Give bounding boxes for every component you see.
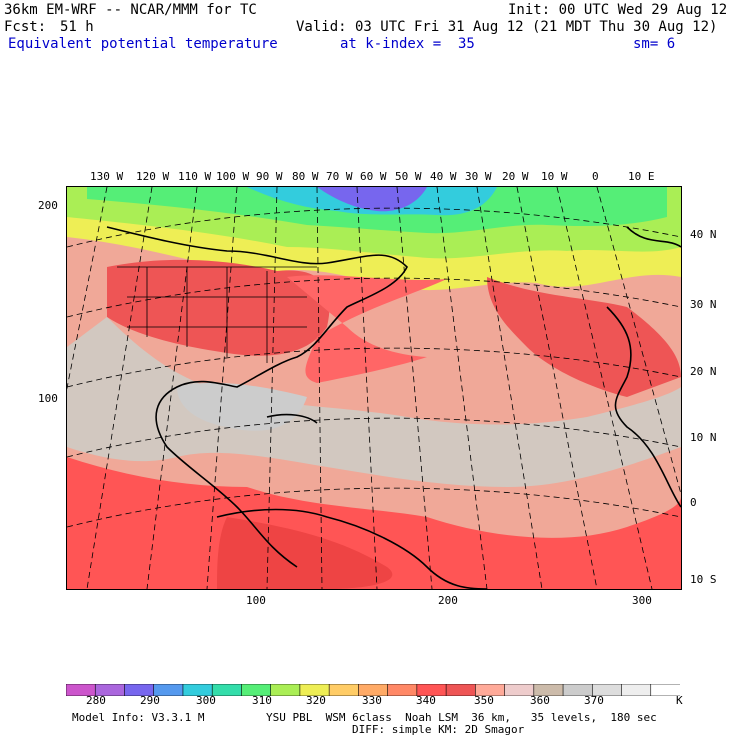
lon-label: 70 W — [326, 170, 353, 183]
coastline-europe — [626, 226, 681, 248]
lat-label: 20 N — [690, 365, 717, 378]
colorbar-tick: 300 — [196, 694, 216, 707]
colorbar-swatch — [621, 683, 652, 697]
colorbar-tick: 320 — [306, 694, 326, 707]
colorbar-swatch — [445, 683, 477, 697]
field-band-red-na — [107, 259, 330, 356]
colorbar-unit: K — [676, 694, 683, 707]
lon-label: 0 — [592, 170, 599, 183]
coastline-africa — [606, 306, 681, 508]
lon-label: 10 W — [541, 170, 568, 183]
grid-lon — [556, 187, 653, 589]
borders — [117, 266, 317, 363]
level-index: at k-index = 35 — [340, 36, 475, 52]
grid-lon — [396, 187, 433, 589]
lon-label: 80 W — [292, 170, 319, 183]
colorbar-tick: 310 — [252, 694, 272, 707]
field-gulf — [177, 382, 307, 431]
coastline-sa — [216, 508, 488, 589]
field-name: Equivalent potential temperature — [8, 36, 278, 52]
field-band-grey — [67, 317, 681, 487]
grid-lat — [67, 207, 681, 248]
colorbar-swatch — [387, 683, 418, 697]
valid-time: Valid: 03 UTC Fri 31 Aug 12 (21 MDT Thu … — [296, 19, 718, 35]
colorbar — [65, 681, 681, 697]
grid-x-label: 100 — [246, 594, 266, 607]
grid-lon — [316, 187, 323, 589]
lon-label: 100 W — [216, 170, 250, 183]
grid-y-label: 100 — [38, 392, 58, 405]
grid-y-label: 200 — [38, 199, 58, 212]
colorbar-tick: 360 — [530, 694, 550, 707]
forecast-hour: 51 h — [60, 19, 94, 35]
colorbar-tick: 330 — [362, 694, 382, 707]
lon-label: 20 W — [502, 170, 529, 183]
latlon-grid — [67, 187, 681, 589]
grid-lat — [67, 277, 681, 318]
init-time: Init: 00 UTC Wed 29 Aug 12 — [508, 2, 728, 18]
colorbar-tick: 350 — [474, 694, 494, 707]
lat-label: 10 N — [690, 431, 717, 444]
forecast-label: Fcst: — [4, 19, 47, 35]
colorbar-tick: 290 — [140, 694, 160, 707]
lon-label: 120 W — [136, 170, 170, 183]
grid-lon — [206, 187, 238, 589]
lon-label: 30 W — [465, 170, 492, 183]
grid-lon — [516, 187, 598, 589]
model-info: Model Info: V3.3.1 M — [72, 711, 205, 724]
lon-label: 110 W — [178, 170, 212, 183]
grid-x-label: 300 — [632, 594, 652, 607]
field-band-red-atlantic — [487, 277, 681, 397]
lon-label: 90 W — [256, 170, 283, 183]
grid-lon — [146, 187, 198, 589]
grid-lon — [476, 187, 543, 589]
physics-info: YSU PBL WSM 6class Noah LSM 36 km, 35 le… — [266, 711, 657, 724]
coastline-cuba — [266, 413, 318, 424]
theta-e-map — [67, 187, 681, 589]
smoothing: sm= 6 — [633, 36, 676, 52]
colorbar-swatches — [65, 683, 681, 697]
lat-label: 0 — [690, 496, 697, 509]
lon-label: 130 W — [90, 170, 124, 183]
state-lines — [127, 267, 307, 363]
grid-lon — [356, 187, 378, 589]
lon-label: 60 W — [360, 170, 387, 183]
lat-label: 30 N — [690, 298, 717, 311]
grid-lon — [266, 187, 278, 589]
model-title: 36km EM-WRF -- NCAR/MMM for TC — [4, 2, 257, 18]
lat-label: 10 S — [690, 573, 717, 586]
lon-label: 50 W — [395, 170, 422, 183]
grid-lon — [86, 187, 153, 589]
colorbar-swatch — [270, 683, 301, 697]
grid-lat — [67, 417, 681, 458]
colorbar-tick: 280 — [86, 694, 106, 707]
colorbar-tick: 340 — [416, 694, 436, 707]
lon-label: 10 E — [628, 170, 655, 183]
colorbar-swatch — [328, 683, 360, 697]
lat-label: 40 N — [690, 228, 717, 241]
grid-x-label: 200 — [438, 594, 458, 607]
map-panel — [66, 186, 682, 590]
field-band-blue — [317, 187, 427, 212]
field-band-red-east — [287, 275, 447, 383]
lon-label: 40 W — [430, 170, 457, 183]
diffusion-info: DIFF: simple KM: 2D Smagor — [352, 723, 525, 736]
grid-lat — [67, 487, 681, 528]
grid-lon — [436, 187, 488, 589]
colorbar-swatch — [211, 683, 243, 697]
colorbar-tick: 370 — [584, 694, 604, 707]
